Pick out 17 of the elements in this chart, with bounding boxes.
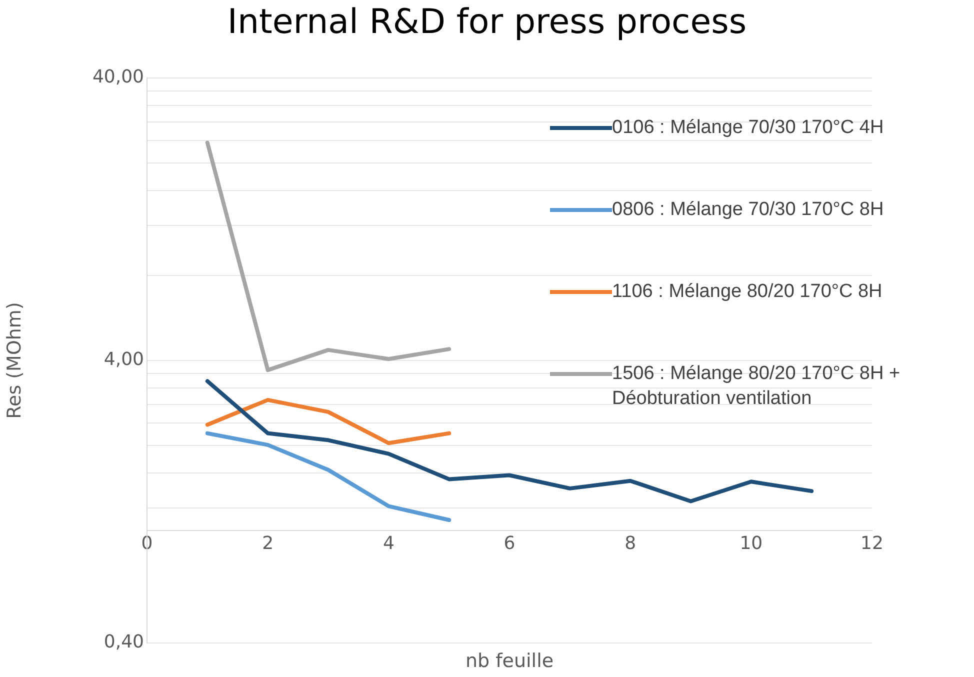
y-axis-title: Res (MOhm) (3, 302, 26, 419)
y-tick-label: 0,40 (104, 632, 144, 653)
y-tick-label: 4,00 (104, 349, 144, 370)
x-tick-label: 2 (262, 533, 274, 554)
y-tick-label: 40,00 (92, 66, 144, 88)
x-tick-label: 8 (624, 533, 636, 554)
legend-label: 0106 : Mélange 70/30 170°C 4H (612, 116, 885, 140)
legend-label: 1506 : Mélange 80/20 170°C 8H + Déobturation ventilation (612, 362, 902, 411)
legend-label: 0806 : Mélange 70/30 170°C 8H (612, 198, 885, 222)
x-tick-label: 4 (382, 533, 394, 554)
x-tick-label: 6 (504, 533, 516, 554)
x-tick-label: 0 (141, 533, 153, 554)
x-tick-label: 12 (860, 533, 884, 554)
chart-title: Internal R&D for press process (226, 2, 748, 42)
x-tick-label: 10 (740, 533, 763, 554)
x-axis-title: nb feuille (464, 650, 555, 672)
legend-label: 1106 : Mélange 80/20 170°C 8H (612, 280, 884, 304)
